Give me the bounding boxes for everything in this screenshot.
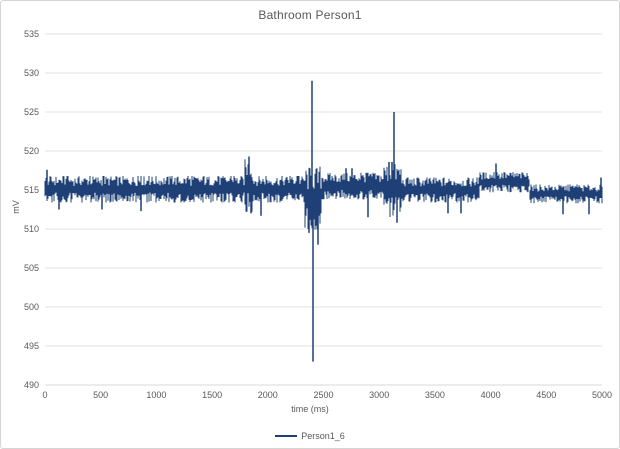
x-tick-label: 3500	[424, 390, 445, 400]
x-tick-label: 5000	[591, 390, 613, 400]
y-tick-label: 490	[23, 380, 39, 390]
y-axis-title: mV	[11, 200, 21, 214]
y-tick-label: 525	[23, 107, 39, 117]
y-tick-label: 500	[23, 302, 39, 312]
y-tick-label: 510	[23, 224, 39, 234]
legend-line-marker	[275, 435, 298, 437]
x-tick-label: 2500	[313, 390, 334, 400]
series-spikes-person1-6	[46, 80, 602, 362]
x-tick-label: 1500	[202, 390, 223, 400]
x-tick-label: 4000	[480, 390, 501, 400]
y-tick-label: 515	[23, 185, 39, 195]
x-tick-label: 1000	[146, 390, 167, 400]
y-tick-label: 520	[23, 146, 39, 156]
legend-label: Person1_6	[301, 431, 345, 441]
x-tick-label: 0	[42, 390, 48, 400]
gridlines	[45, 33, 602, 386]
x-tick-label: 2000	[257, 390, 278, 400]
y-tick-label: 495	[23, 341, 39, 351]
y-tick-label: 535	[23, 29, 39, 39]
chart-title: Bathroom Person1	[258, 8, 362, 22]
x-tick-label: 500	[93, 390, 109, 400]
y-tick-label: 530	[23, 68, 39, 78]
x-tick-label: 4500	[536, 390, 557, 400]
x-tick-label: 3000	[369, 390, 390, 400]
y-tick-label: 505	[23, 263, 39, 273]
series-line-person1-6	[44, 159, 603, 233]
x-axis-title: time (ms)	[291, 404, 329, 414]
legend: Person1_6	[1, 431, 619, 441]
